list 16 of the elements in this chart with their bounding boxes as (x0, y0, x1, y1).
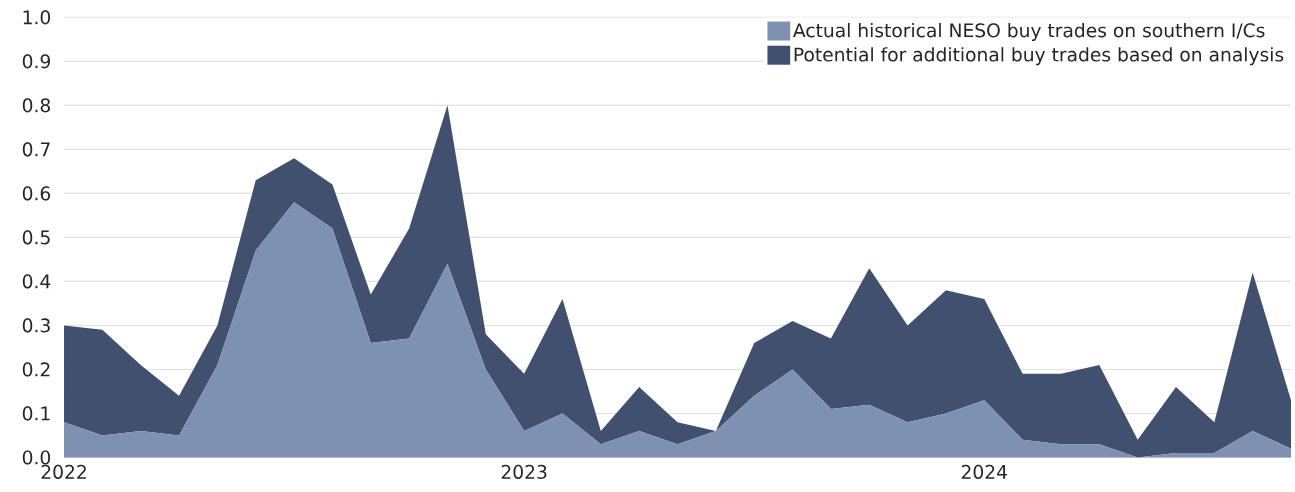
y-tick-label: 0.3 (22, 318, 50, 333)
y-tick-label: 0.0 (22, 450, 51, 465)
y-tick-label: 1.0 (23, 10, 51, 25)
y-tick-label: 0.2 (22, 362, 50, 377)
y-tick-label: 0.9 (22, 54, 50, 69)
legend-label: Potential for additional buy trades based on analysis (794, 47, 1284, 66)
x-tick-label: 2024 (961, 464, 1007, 479)
y-tick-label: 0.6 (22, 186, 51, 201)
x-tick-label: 2022 (41, 464, 86, 479)
legend-label: Actual historical NESO buy trades on southern I/Cs (793, 22, 1265, 41)
x-tick-label: 2023 (501, 464, 547, 479)
y-tick-label: 0.8 (22, 98, 51, 113)
y-tick-label: 0.1 (22, 406, 50, 421)
y-tick-label: 0.5 (22, 230, 50, 245)
y-tick-label: 0.4 (22, 274, 51, 289)
y-tick-label: 0.7 (22, 142, 50, 157)
